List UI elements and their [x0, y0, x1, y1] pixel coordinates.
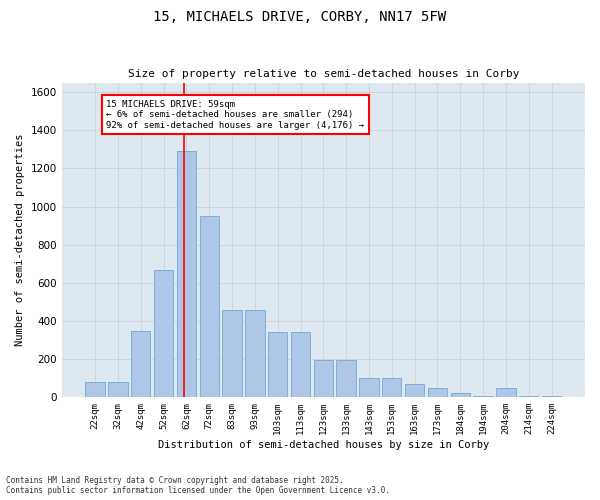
Bar	[519, 396, 538, 398]
Bar	[268, 332, 287, 398]
Bar	[177, 151, 196, 398]
Bar	[108, 382, 128, 398]
Bar	[473, 396, 493, 398]
Bar	[223, 310, 242, 398]
Bar	[451, 392, 470, 398]
Bar	[382, 378, 401, 398]
Bar	[542, 396, 561, 398]
Bar	[200, 216, 219, 398]
Bar	[314, 360, 333, 398]
X-axis label: Distribution of semi-detached houses by size in Corby: Distribution of semi-detached houses by …	[158, 440, 489, 450]
Bar	[496, 388, 515, 398]
Bar	[131, 330, 151, 398]
Bar	[428, 388, 447, 398]
Bar	[291, 332, 310, 398]
Bar	[154, 270, 173, 398]
Bar	[245, 310, 265, 398]
Bar	[337, 360, 356, 398]
Bar	[359, 378, 379, 398]
Text: 15 MICHAELS DRIVE: 59sqm
← 6% of semi-detached houses are smaller (294)
92% of s: 15 MICHAELS DRIVE: 59sqm ← 6% of semi-de…	[106, 100, 364, 130]
Text: 15, MICHAELS DRIVE, CORBY, NN17 5FW: 15, MICHAELS DRIVE, CORBY, NN17 5FW	[154, 10, 446, 24]
Text: Contains HM Land Registry data © Crown copyright and database right 2025.
Contai: Contains HM Land Registry data © Crown c…	[6, 476, 390, 495]
Bar	[85, 382, 105, 398]
Title: Size of property relative to semi-detached houses in Corby: Size of property relative to semi-detach…	[128, 69, 519, 79]
Bar	[405, 384, 424, 398]
Y-axis label: Number of semi-detached properties: Number of semi-detached properties	[15, 134, 25, 346]
